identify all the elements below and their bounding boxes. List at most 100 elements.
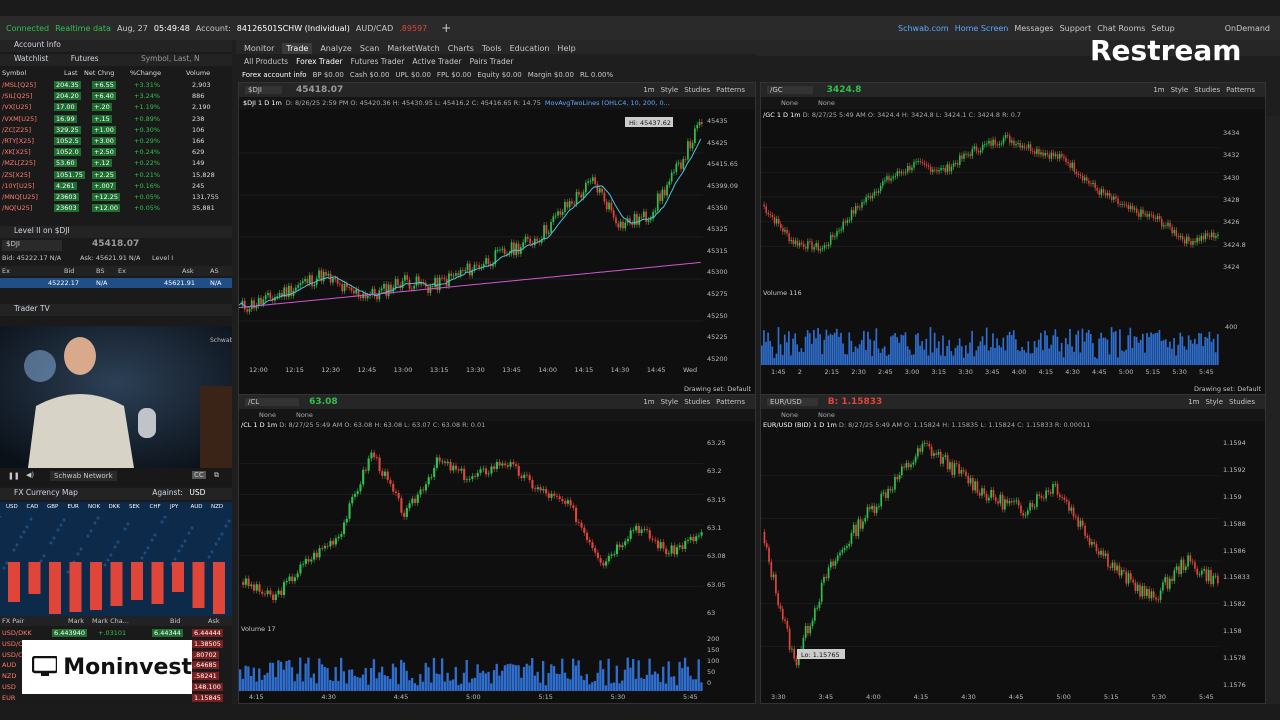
chart-eur-studies[interactable]: Studies [1229, 398, 1255, 406]
network-selector[interactable]: Schwab Network [50, 471, 117, 481]
cc-icon[interactable]: CC [192, 471, 206, 479]
watchlist-row[interactable]: /NQ[U25] 23603 +12.00 +0.05% 35,881 [0, 203, 232, 213]
fx-row[interactable]: EUR 1.15845 [0, 693, 232, 703]
fx-currency-label[interactable]: SEK [129, 504, 140, 510]
watchlist-row[interactable]: /MNQ[U25] 23603 +12.25 +0.05% 131,755 [0, 192, 232, 202]
fx-strength-bar[interactable] [192, 562, 205, 608]
chart-eur-style[interactable]: Style [1205, 398, 1224, 406]
fx-map-header[interactable]: FX Currency Map Against: USD [0, 488, 232, 500]
level2-row[interactable]: 45222.17 N/A 45621.91 N/A [0, 278, 232, 288]
chart-eur-none-1[interactable]: None [781, 411, 798, 419]
add-icon[interactable]: + [441, 21, 452, 35]
chart-dji-patterns[interactable]: Patterns [716, 86, 745, 94]
account-selector[interactable]: 84126501SCHW (Individual) [236, 23, 350, 33]
chart-dji[interactable]: $DJI 45418.07 1m Style Studies Patterns … [238, 82, 756, 396]
fx-currency-label[interactable]: JPY [170, 504, 179, 510]
watchlist-row[interactable]: /RTY[X25] 1052.5 +3.00 +0.29% 166 [0, 136, 232, 146]
chart-dji-interval[interactable]: 1m [643, 86, 655, 94]
chart-eur-none-2[interactable]: None [817, 411, 835, 419]
fx-currency-label[interactable]: NOK [88, 504, 101, 510]
chart-cl-style[interactable]: Style [660, 398, 679, 406]
chart-eur-interval[interactable]: 1m [1188, 398, 1200, 406]
tab-monitor[interactable]: Monitor [244, 43, 275, 53]
fx-strength-bar[interactable] [110, 562, 123, 606]
fx-row[interactable]: USD/DKK 6.443940 +.03101 6.44344 6.44444 [0, 628, 232, 638]
level2-level[interactable]: Level I [152, 254, 174, 262]
ticker-symbol[interactable]: AUD/CAD [355, 23, 394, 33]
tab-marketwatch[interactable]: MarketWatch [387, 43, 440, 53]
tab-analyze[interactable]: Analyze [320, 43, 352, 53]
fx-currency-label[interactable]: AUD [190, 504, 203, 510]
subtab-futures-trader[interactable]: Futures Trader [350, 56, 405, 66]
fx-strength-bar[interactable] [151, 562, 164, 604]
col-volume[interactable]: Volume [186, 69, 211, 77]
fx-strength-bar[interactable] [28, 562, 41, 594]
chart-dji-style[interactable]: Style [660, 86, 679, 94]
tab-help[interactable]: Help [557, 43, 576, 53]
subtab-forex-trader[interactable]: Forex Trader [296, 56, 343, 66]
fx-strength-bar[interactable] [69, 562, 82, 612]
level2-symbol-input[interactable]: $DJI [2, 240, 62, 251]
fx-currency-label[interactable]: GBP [47, 504, 59, 510]
subtab-pairs-trader[interactable]: Pairs Trader [469, 56, 514, 66]
watchlist-header[interactable]: Watchlist Futures Symbol, Last, N [0, 54, 232, 66]
tab-tools[interactable]: Tools [481, 43, 502, 53]
chart-cl-studies[interactable]: Studies [684, 398, 711, 406]
watchlist-search[interactable]: Symbol, Last, N [140, 54, 200, 63]
chart-cl-interval[interactable]: 1m [643, 398, 655, 406]
fx-strength-bar[interactable] [8, 562, 20, 602]
chart-eurusd[interactable]: EUR/USD B: 1.15833 1m Style Studies None… [760, 394, 1266, 704]
watchlist-row[interactable]: /MZL[Z25] 53.60 +.12 +0.22% 149 [0, 158, 232, 168]
tab-scan[interactable]: Scan [359, 43, 380, 53]
watchlist-row[interactable]: /XK[X25] 1052.0 +2.50 +0.24% 629 [0, 147, 232, 157]
chart-cl-patterns[interactable]: Patterns [716, 398, 745, 406]
chart-gc-style[interactable]: Style [1170, 86, 1189, 94]
link-chat-rooms[interactable]: Chat Rooms [1097, 23, 1146, 33]
link-schwab[interactable]: Schwab.com [897, 23, 949, 33]
tab-education[interactable]: Education [509, 43, 550, 53]
chart-gc-studies[interactable]: Studies [1194, 86, 1221, 94]
chart-dji-symbol[interactable]: $DJI [245, 86, 282, 94]
link-home-screen[interactable]: Home Screen [954, 23, 1009, 33]
fx-strength-bar[interactable] [131, 562, 143, 600]
chart-gc[interactable]: /GC 3424.8 1m Style Studies Patterns Non… [760, 82, 1266, 396]
link-support[interactable]: Support [1059, 23, 1092, 33]
account-info-header[interactable]: Account Info [0, 40, 232, 52]
chart-gc-interval[interactable]: 1m [1153, 86, 1165, 94]
col-net-chng[interactable]: Net Chng [84, 69, 115, 77]
subtab-active-trader[interactable]: Active Trader [412, 56, 462, 66]
fx-row[interactable]: USD 148.100 [0, 682, 232, 692]
watchlist-row[interactable]: /ZS[X25] 1051.75 +2.25 +0.21% 15,828 [0, 170, 232, 180]
chart-cl-symbol[interactable]: /CL [245, 398, 300, 406]
popout-icon[interactable]: ⧉ [214, 471, 219, 479]
chart-gc-none-2[interactable]: None [817, 99, 835, 107]
watchlist-row[interactable]: /MSL[Q25] 204.35 +6.55 +3.31% 2,903 [0, 80, 232, 90]
fx-currency-label[interactable]: DKK [108, 504, 120, 510]
chart-cl-none-1[interactable]: None [259, 411, 276, 419]
watchlist-row[interactable]: /VX[U25] 17.00 +.20 +1.19% 2,190 [0, 102, 232, 112]
fx-strength-bar[interactable] [49, 562, 61, 614]
watchlist-row[interactable]: /SIL[Q25] 204.20 +6.40 +3.24% 886 [0, 91, 232, 101]
watchlist-row[interactable]: /ZC[Z25] 329.25 +1.00 +0.30% 106 [0, 125, 232, 135]
fx-strength-bar[interactable] [172, 562, 184, 592]
right-toolstrip[interactable] [1266, 116, 1280, 704]
fx-strength-bar[interactable] [213, 562, 225, 614]
link-messages[interactable]: Messages [1014, 23, 1054, 33]
ondemand-button[interactable]: OnDemand [1224, 23, 1270, 33]
watchlist-row[interactable]: /10Y[U25] 4.261 +.007 +0.16% 245 [0, 181, 232, 191]
col-symbol[interactable]: Symbol [2, 69, 27, 77]
watchlist-selector[interactable]: Futures [70, 54, 99, 63]
volume-icon[interactable]: ◀) [26, 471, 35, 479]
fx-row[interactable]: NZD .58241 [0, 671, 232, 681]
col-last[interactable]: Last [64, 69, 78, 77]
col-pct-change[interactable]: %Change [130, 69, 162, 77]
fx-currency-label[interactable]: CHF [149, 504, 161, 510]
chart-gc-symbol[interactable]: /GC [767, 86, 813, 94]
fx-strength-bar[interactable] [90, 562, 102, 610]
chart-gc-none-1[interactable]: None [781, 99, 798, 107]
subtab-all-products[interactable]: All Products [244, 56, 289, 66]
fx-currency-label[interactable]: CAD [26, 504, 39, 510]
tab-trade[interactable]: Trade [282, 42, 313, 54]
against-selector[interactable]: USD [189, 488, 206, 497]
tab-charts[interactable]: Charts [447, 43, 474, 53]
